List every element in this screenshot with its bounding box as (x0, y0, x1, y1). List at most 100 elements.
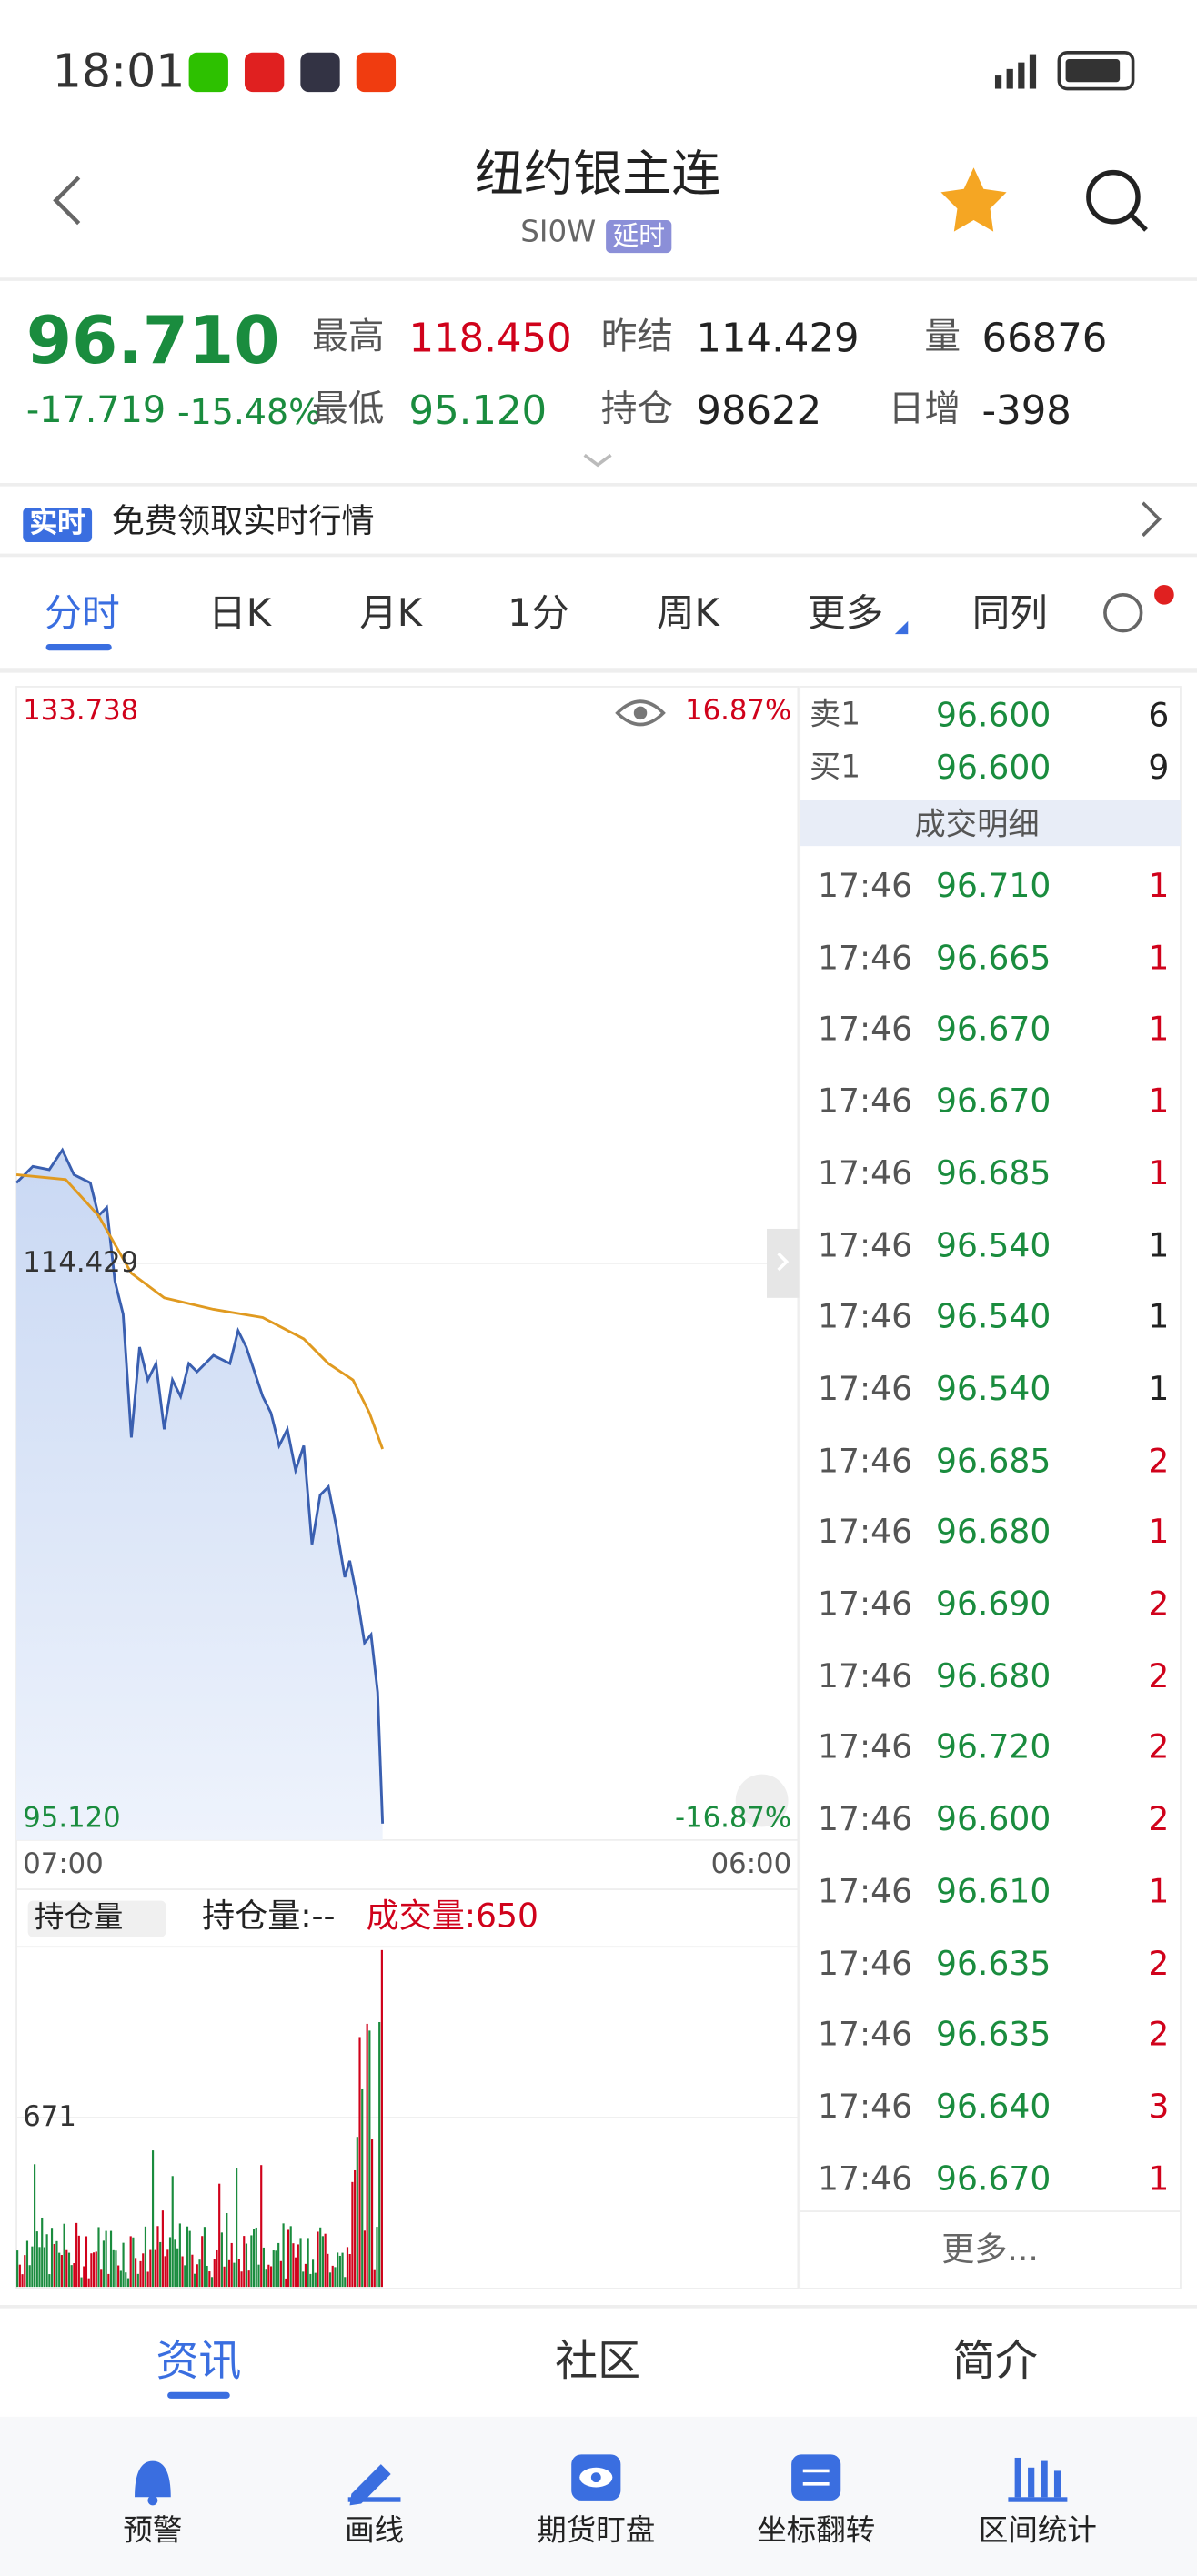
trade-qty: 2 (1148, 1440, 1170, 1480)
volume-bar (317, 2231, 319, 2288)
axis-top: 133.738 (23, 694, 139, 728)
volume-bar (53, 2243, 55, 2288)
search[interactable] (1086, 169, 1141, 225)
tab[interactable]: 更多 (808, 592, 884, 636)
volume-bar (191, 2254, 194, 2288)
tab[interactable]: 月K (359, 592, 423, 636)
trade-time: 17:46 (817, 1440, 913, 1480)
trade-price: 96.600 (935, 1798, 1051, 1839)
volume-bar (75, 2222, 78, 2288)
axis-mid: 114.429 (23, 1245, 139, 1280)
volume-bar (65, 2249, 68, 2288)
volume-bar (126, 2278, 130, 2288)
volume-bar (181, 2256, 184, 2288)
volume-bar (194, 2273, 196, 2288)
volume-bar (282, 2223, 285, 2288)
trade-price: 96.635 (935, 2014, 1051, 2054)
volume-bar (144, 2226, 147, 2288)
volume-bar (311, 2259, 315, 2288)
volume-bar (356, 2137, 358, 2288)
trade-qty: 1 (1148, 865, 1170, 906)
book-qty: 6 (1148, 694, 1170, 735)
stat-label: 昨结 (600, 317, 674, 358)
tool[interactable]: 画线 (345, 2513, 405, 2549)
volume-bar (95, 2251, 97, 2288)
bottom-tab[interactable]: 资讯 (156, 2338, 242, 2388)
volume-bar (154, 2249, 156, 2288)
volume-bar (233, 2262, 236, 2288)
volume-bar (327, 2253, 329, 2288)
volume-bar (285, 2278, 287, 2288)
volume-bar (92, 2252, 96, 2288)
trades-title: 成交明细 (914, 805, 1040, 842)
volume-bar (370, 2139, 374, 2288)
tab[interactable]: 同列 (971, 592, 1048, 636)
volume-bar (255, 2227, 257, 2288)
book-price: 96.600 (935, 694, 1051, 735)
trade-price: 96.670 (935, 2158, 1051, 2198)
volume-bar (142, 2253, 145, 2288)
trade-qty: 1 (1148, 1224, 1170, 1264)
volume-bar (220, 2232, 223, 2288)
volume-bar (287, 2229, 290, 2288)
volume-bar (237, 2259, 240, 2288)
volume-bar (85, 2236, 88, 2288)
trade-time: 17:46 (817, 1942, 913, 1983)
stat-label: 最高 (311, 317, 385, 358)
tool[interactable]: 期货盯盘 (537, 2513, 656, 2549)
trade-qty: 1 (1148, 1152, 1170, 1192)
volume-bar (230, 2242, 233, 2288)
tab[interactable]: 1分 (508, 592, 570, 636)
volume-bar (334, 2267, 337, 2288)
tab[interactable]: 分时 (44, 592, 120, 636)
volume-bar (223, 2266, 226, 2288)
stat-label: 持仓 (600, 389, 674, 431)
tool[interactable]: 坐标翻转 (757, 2513, 876, 2549)
volume-bar (90, 2253, 93, 2288)
star[interactable] (940, 167, 1007, 232)
volume-bar (218, 2183, 221, 2288)
trade-time: 17:46 (817, 1081, 913, 1121)
trade-qty: 2 (1148, 1726, 1170, 1767)
volume-bar (245, 2243, 248, 2288)
volume-bar (366, 2023, 368, 2288)
trade-time: 17:46 (817, 1726, 913, 1767)
trade-price: 96.685 (935, 1440, 1051, 1480)
trade-price: 96.635 (935, 1942, 1051, 1983)
volume-bar (132, 2237, 135, 2288)
volume-bar (368, 2030, 371, 2288)
volume-bar (25, 2240, 29, 2288)
trade-time: 17:46 (817, 1368, 913, 1408)
tool[interactable]: 区间统计 (978, 2513, 1097, 2549)
banner-text[interactable]: 免费领取实时行情 (111, 500, 375, 541)
back[interactable] (53, 176, 81, 226)
bottom-tab[interactable]: 社区 (555, 2338, 641, 2388)
volume-bar (250, 2235, 253, 2288)
volume-bar (272, 2250, 275, 2288)
trade-price: 96.680 (935, 1512, 1051, 1552)
x-start: 07:00 (23, 1846, 104, 1881)
tool[interactable]: 预警 (123, 2513, 183, 2549)
tab[interactable]: 日K (208, 592, 271, 636)
volume-bar (295, 2257, 297, 2288)
volume-bar (338, 2255, 341, 2288)
volume-bar (43, 2247, 46, 2288)
tab[interactable]: 周K (657, 592, 719, 636)
trade-time: 17:46 (817, 2158, 913, 2198)
volume-bar (309, 2273, 312, 2288)
volume-bar (351, 2181, 354, 2288)
volume-bar (240, 2271, 243, 2288)
bottom-tab[interactable]: 简介 (952, 2338, 1038, 2388)
volume-bar (373, 2269, 376, 2288)
volume-selector[interactable]: 持仓量 (27, 1900, 166, 1937)
trade-qty: 1 (1148, 937, 1170, 978)
volume-bar (109, 2230, 113, 2288)
volume-bar (262, 2247, 266, 2288)
volume-bar (267, 2264, 270, 2288)
more[interactable]: 更多... (941, 2229, 1039, 2269)
volume-bar (136, 2273, 139, 2288)
volume-bar (265, 2269, 267, 2288)
volume-bar (253, 2229, 256, 2288)
volume-bar (63, 2223, 65, 2288)
volume-bar (186, 2226, 189, 2288)
